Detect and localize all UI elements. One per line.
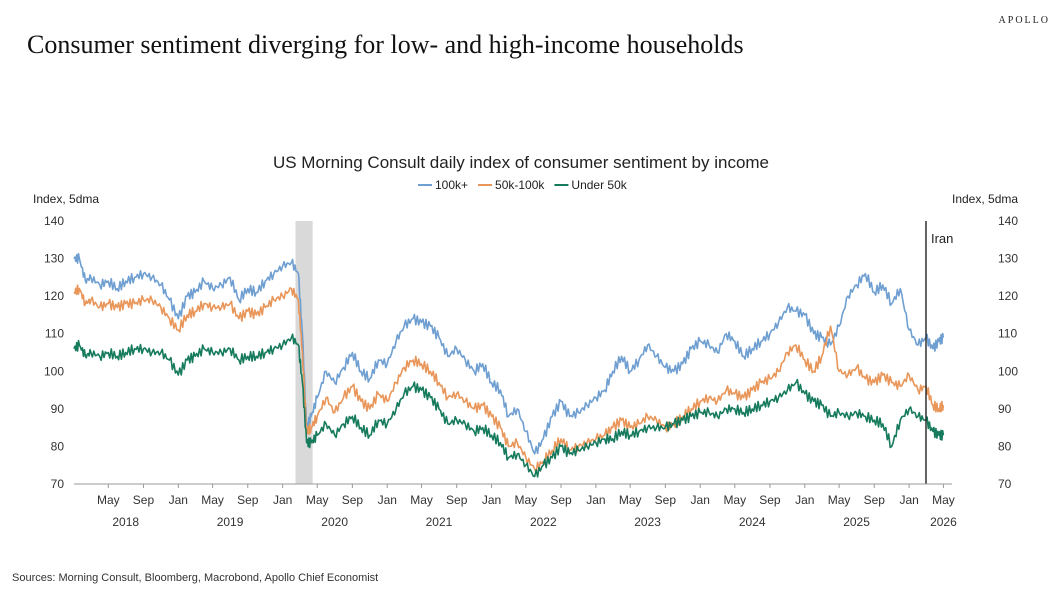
y-tick-label-left: 100 [44, 364, 64, 378]
x-tick-label-month: May [723, 493, 746, 507]
x-tick-label-month: May [201, 493, 224, 507]
y-tick-label-right: 120 [998, 289, 1018, 303]
x-tick-label-month: Jan [586, 493, 605, 507]
page-headline: Consumer sentiment diverging for low- an… [27, 30, 744, 59]
y-tick-label-right: 90 [998, 402, 1012, 416]
x-tick-label-month: May [97, 493, 120, 507]
x-tick-label-month: May [306, 493, 329, 507]
y-axis-label-right: Index, 5dma [952, 192, 1018, 206]
x-tick-label-month: Sep [446, 493, 468, 507]
y-tick-label-left: 140 [44, 214, 64, 228]
y-tick-label-right: 130 [998, 252, 1018, 266]
x-tick-label-month: Jan [482, 493, 501, 507]
x-tick-label-month: Jan [899, 493, 918, 507]
y-tick-label-left: 110 [45, 327, 64, 341]
x-tick-label-month: Sep [655, 493, 677, 507]
legend-label: Under 50k [571, 178, 627, 192]
legend-label: 100k+ [435, 178, 468, 192]
x-tick-label-year: 2020 [321, 515, 348, 529]
x-tick-label-month: Jan [378, 493, 397, 507]
legend-label: 50k-100k [495, 178, 545, 192]
x-tick-label-year: 2023 [634, 515, 661, 529]
x-tick-label-month: Sep [864, 493, 886, 507]
brand-logo-text: APOLLO [998, 15, 1050, 26]
series-line-under-50k [73, 333, 945, 478]
x-tick-label-month: Sep [237, 493, 259, 507]
x-tick-label-month: Sep [342, 493, 364, 507]
chart-legend: 100k+ 50k-100k Under 50k [418, 178, 628, 192]
y-axis-label-left: Index, 5dma [33, 192, 99, 206]
y-tick-label-right: 100 [998, 364, 1018, 378]
x-tick-label-month: Sep [133, 493, 155, 507]
y-tick-label-left: 90 [51, 402, 65, 416]
x-tick-label-month: Sep [759, 493, 781, 507]
x-tick-label-month: May [932, 493, 955, 507]
x-tick-label-month: May [515, 493, 538, 507]
sources-note: Sources: Morning Consult, Bloomberg, Mac… [12, 572, 379, 584]
x-tick-label-year: 2018 [112, 515, 139, 529]
x-tick-label-month: May [410, 493, 433, 507]
y-tick-label-left: 130 [44, 252, 64, 266]
y-tick-label-right: 80 [998, 439, 1012, 453]
x-tick-label-month: Jan [169, 493, 188, 507]
x-tick-label-year: 2021 [426, 515, 453, 529]
sentiment-line-chart: US Morning Consult daily index of consum… [33, 153, 1018, 529]
x-tick-label-year: 2019 [217, 515, 244, 529]
event-line-label: Iran [931, 231, 953, 246]
x-tick-label-month: Jan [795, 493, 814, 507]
x-tick-label-year: 2024 [739, 515, 766, 529]
y-tick-label-right: 70 [998, 477, 1012, 491]
y-tick-label-left: 80 [51, 439, 65, 453]
y-tick-label-left: 120 [44, 289, 64, 303]
y-tick-label-left: 70 [51, 477, 65, 491]
x-tick-label-year: 2022 [530, 515, 557, 529]
x-tick-label-month: May [619, 493, 642, 507]
y-tick-label-right: 110 [998, 327, 1017, 341]
x-tick-label-month: Sep [550, 493, 572, 507]
chart-title: US Morning Consult daily index of consum… [273, 153, 769, 172]
x-tick-label-month: May [828, 493, 851, 507]
series-line-100k- [73, 252, 945, 455]
x-tick-label-month: Jan [273, 493, 292, 507]
x-tick-label-month: Jan [691, 493, 710, 507]
y-tick-label-right: 140 [998, 214, 1018, 228]
series-line-50k-100k [73, 284, 945, 474]
x-tick-label-year: 2026 [930, 515, 957, 529]
x-tick-label-year: 2025 [843, 515, 870, 529]
